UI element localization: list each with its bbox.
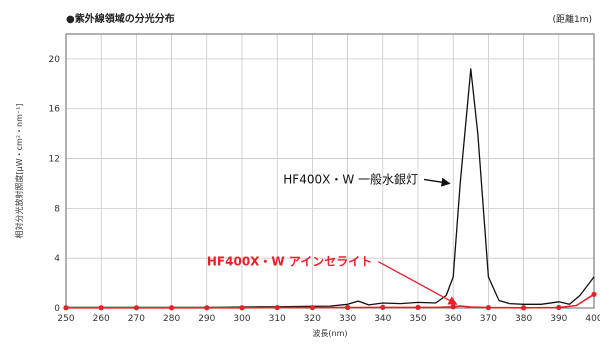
x-tick-label: 390 [550,314,567,324]
series-2-point [239,305,245,311]
series-2-point [345,304,351,311]
x-tick-label: 320 [304,314,321,324]
chart-title: ●紫外線領域の分光分布 [66,12,175,25]
x-tick-label: 360 [445,314,462,324]
x-tick-label: 400 [585,314,600,324]
x-axis-ticks: 250 260 270 280 290 300 310 320 330 340 350 360 370 3… [57,314,600,324]
x-tick-label: 370 [480,314,497,324]
x-tick-label: 380 [515,314,532,324]
y-tick-label: 12 [49,155,60,165]
y-tick-label: 16 [49,105,61,115]
series-2-point [204,305,210,311]
series-layer [63,68,597,311]
x-axis-title: 波長(nm) [312,328,347,338]
x-tick-label: 300 [233,314,250,324]
y-axis-title: 相対分光放射照度[μW・cm²・nm⁻¹] [14,104,24,239]
y-tick-label: 20 [49,55,61,65]
series-2-point [380,304,386,310]
x-tick-label: 250 [57,314,74,324]
series-2-point [63,305,69,311]
series-2-point [556,304,562,311]
annotation-arrow-2 [377,261,458,305]
series-2-point [415,304,421,310]
series-2-point [450,304,456,310]
series-2-point [485,305,491,311]
annotation-layer: HF400X・W 一般水銀灯 HF400X・W アインセライト [207,171,458,305]
series-2-point [274,305,280,311]
x-tick-label: 340 [374,314,391,324]
y-tick-label: 4 [54,254,60,264]
series-2-point [133,305,139,311]
annotation-label-2: HF400X・W アインセライト [207,255,372,269]
x-tick-label: 290 [198,314,215,324]
series-2-point [169,305,175,311]
x-tick-label: 350 [409,314,426,324]
x-tick-label: 310 [269,314,286,324]
distance-note: (距離1m) [552,13,592,25]
x-tick-label: 260 [93,314,110,324]
series-2-point [98,305,104,311]
x-tick-label: 280 [163,314,180,324]
y-axis-ticks: 0 4 8 12 16 20 [49,55,61,314]
annotation-arrow-1 [423,177,451,187]
series-line-1 [66,68,595,309]
y-tick-label: 8 [54,204,60,214]
series-2-point [309,305,315,311]
x-tick-label: 270 [128,314,145,324]
series-line-2 [66,293,595,309]
series-2-point [591,291,597,297]
y-tick-label: 0 [54,304,60,314]
series-2-point [521,305,527,311]
x-tick-label: 330 [339,314,356,324]
annotation-label-1: HF400X・W 一般水銀灯 [283,171,418,186]
